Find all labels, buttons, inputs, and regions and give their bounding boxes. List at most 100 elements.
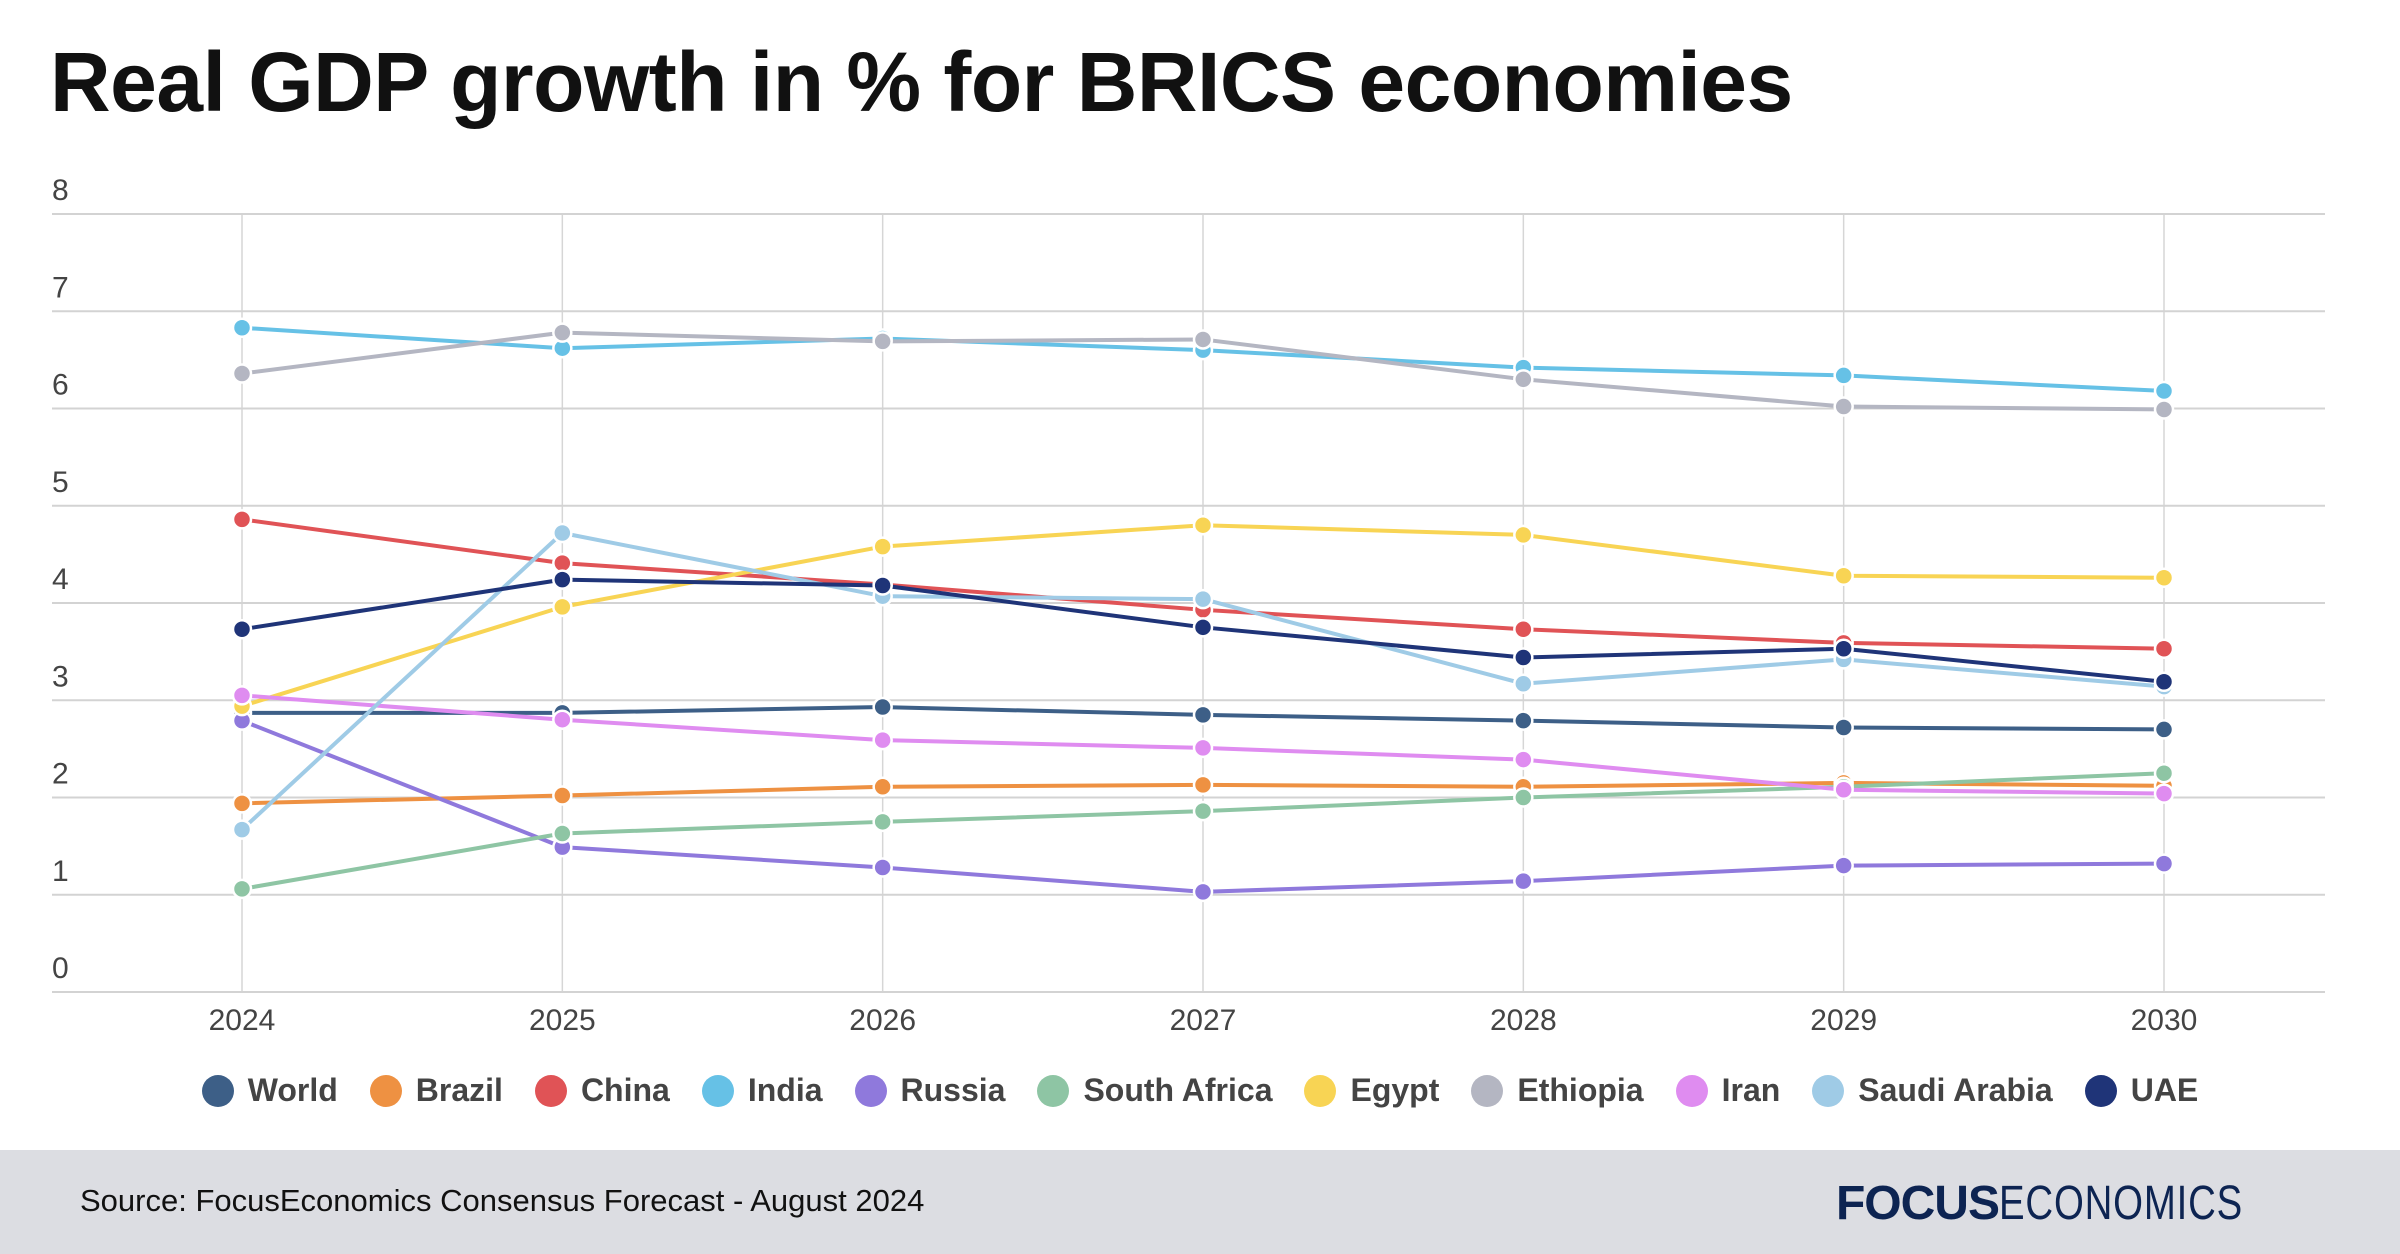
legend-label: South Africa — [1083, 1072, 1273, 1108]
data-point-uae — [552, 569, 573, 590]
legend-label: China — [580, 1072, 670, 1108]
source-note: Source: FocusEconomics Consensus Forecas… — [80, 1183, 925, 1218]
legend-item-india[interactable]: India — [701, 1072, 823, 1109]
data-point-uae — [1192, 617, 1214, 638]
legend-label: India — [747, 1072, 823, 1108]
line-chart: 0 1 2 3 4 5 6 7 8 2024 2025 2026 2027 2028 2029 2030 — [52, 174, 2325, 1037]
chart-title: Real GDP growth in % for BRICS economies — [50, 35, 1793, 129]
legend-item-uae[interactable]: UAE — [2084, 1072, 2199, 1109]
legend-item-ethiopia[interactable]: Ethiopia — [1471, 1072, 1644, 1109]
legend-label: World — [247, 1072, 338, 1108]
data-point-china — [231, 509, 253, 530]
data-point-brazil — [1192, 774, 1214, 796]
y-tick-label: 1 — [52, 855, 69, 888]
legend-item-saudi-arabia[interactable]: Saudi Arabia — [1812, 1072, 2053, 1109]
legend: World Brazil China India Russia South Africa E… — [0, 1072, 2400, 1109]
data-point-south-africa — [2153, 762, 2175, 784]
x-tick-label: 2028 — [1490, 1004, 1557, 1037]
data-point-egypt — [1513, 524, 1534, 546]
data-point-south-africa — [872, 811, 893, 833]
x-tick-label: 2025 — [529, 1004, 596, 1037]
data-point-world — [2153, 719, 2175, 740]
legend-marker-icon — [1037, 1074, 1070, 1107]
logo-bold-text: FOCUS — [1835, 1177, 2000, 1230]
data-point-ethiopia — [1192, 329, 1214, 350]
x-tick-label: 2026 — [849, 1004, 916, 1037]
data-point-iran — [552, 709, 573, 730]
legend-item-russia[interactable]: Russia — [854, 1072, 1006, 1109]
data-point-egypt — [552, 596, 573, 618]
y-tick-label: 5 — [52, 466, 69, 499]
data-point-russia — [1192, 881, 1214, 903]
data-point-saudi-arabia — [552, 522, 573, 544]
data-point-ethiopia — [1513, 369, 1534, 390]
x-tick-label: 2027 — [1170, 1004, 1237, 1037]
data-point-brazil — [552, 785, 573, 806]
focuseconomics-logo: FOCUSECONOMICS — [1836, 1176, 2304, 1231]
legend-marker-icon — [1471, 1074, 1504, 1107]
data-point-world — [872, 696, 893, 718]
legend-item-brazil[interactable]: Brazil — [369, 1072, 503, 1109]
legend-label: Iran — [1721, 1072, 1781, 1108]
legend-label: Egypt — [1350, 1072, 1440, 1108]
legend-marker-icon — [1304, 1074, 1337, 1107]
data-point-uae — [1833, 638, 1854, 659]
legend-marker-icon — [701, 1074, 734, 1107]
data-point-ethiopia — [872, 331, 893, 352]
legend-item-south-africa[interactable]: South Africa — [1037, 1072, 1272, 1109]
data-point-brazil — [231, 793, 253, 814]
legend-label: Russia — [900, 1072, 1006, 1108]
data-point-south-africa — [231, 878, 253, 900]
legend-label: UAE — [2130, 1072, 2199, 1108]
data-point-india — [2153, 380, 2175, 402]
data-point-russia — [1513, 870, 1534, 892]
data-point-iran — [231, 685, 253, 706]
data-point-iran — [1833, 779, 1854, 800]
footer: Source: FocusEconomics Consensus Forecas… — [0, 1150, 2400, 1254]
data-point-uae — [231, 619, 253, 640]
legend-item-egypt[interactable]: Egypt — [1304, 1072, 1439, 1109]
y-tick-label: 7 — [52, 271, 69, 304]
data-point-russia — [1833, 855, 1854, 876]
data-point-china — [2153, 638, 2175, 659]
data-point-ethiopia — [1833, 396, 1854, 417]
data-point-russia — [2153, 853, 2175, 874]
legend-marker-icon — [534, 1074, 567, 1107]
legend-marker-icon — [854, 1074, 887, 1107]
logo-light-text: ECONOMICS — [1998, 1177, 2243, 1230]
data-point-uae — [2153, 671, 2175, 693]
legend-item-iran[interactable]: Iran — [1675, 1072, 1781, 1109]
legend-marker-icon — [1812, 1074, 1845, 1107]
data-point-ethiopia — [552, 322, 573, 343]
data-point-saudi-arabia — [1513, 673, 1534, 694]
legend-label: Saudi Arabia — [1858, 1072, 2053, 1108]
y-tick-label: 4 — [52, 563, 69, 596]
legend-marker-icon — [2084, 1074, 2117, 1107]
data-point-world — [1513, 710, 1534, 731]
legend-marker-icon — [1675, 1074, 1708, 1107]
data-point-egypt — [2153, 567, 2175, 588]
data-point-india — [231, 317, 253, 339]
data-point-egypt — [1833, 565, 1854, 587]
legend-item-world[interactable]: World — [201, 1072, 338, 1109]
data-point-india — [1833, 365, 1854, 386]
data-point-china — [1513, 619, 1534, 640]
legend-item-china[interactable]: China — [534, 1072, 670, 1109]
y-tick-label: 8 — [52, 174, 69, 207]
data-point-uae — [872, 575, 893, 596]
legend-label: Ethiopia — [1517, 1072, 1644, 1108]
data-point-russia — [872, 857, 893, 878]
data-point-world — [1833, 717, 1854, 738]
legend-label: Brazil — [415, 1072, 503, 1108]
data-point-south-africa — [552, 823, 573, 844]
data-point-iran — [2153, 783, 2175, 804]
y-tick-label: 2 — [52, 758, 69, 791]
y-tick-label: 0 — [52, 952, 69, 985]
y-tick-label: 6 — [52, 369, 69, 402]
data-point-iran — [1192, 737, 1214, 759]
x-tick-label: 2024 — [209, 1004, 276, 1037]
y-tick-label: 3 — [52, 660, 69, 693]
data-point-uae — [1513, 647, 1534, 668]
data-point-ethiopia — [231, 363, 253, 384]
data-point-egypt — [1192, 514, 1214, 536]
